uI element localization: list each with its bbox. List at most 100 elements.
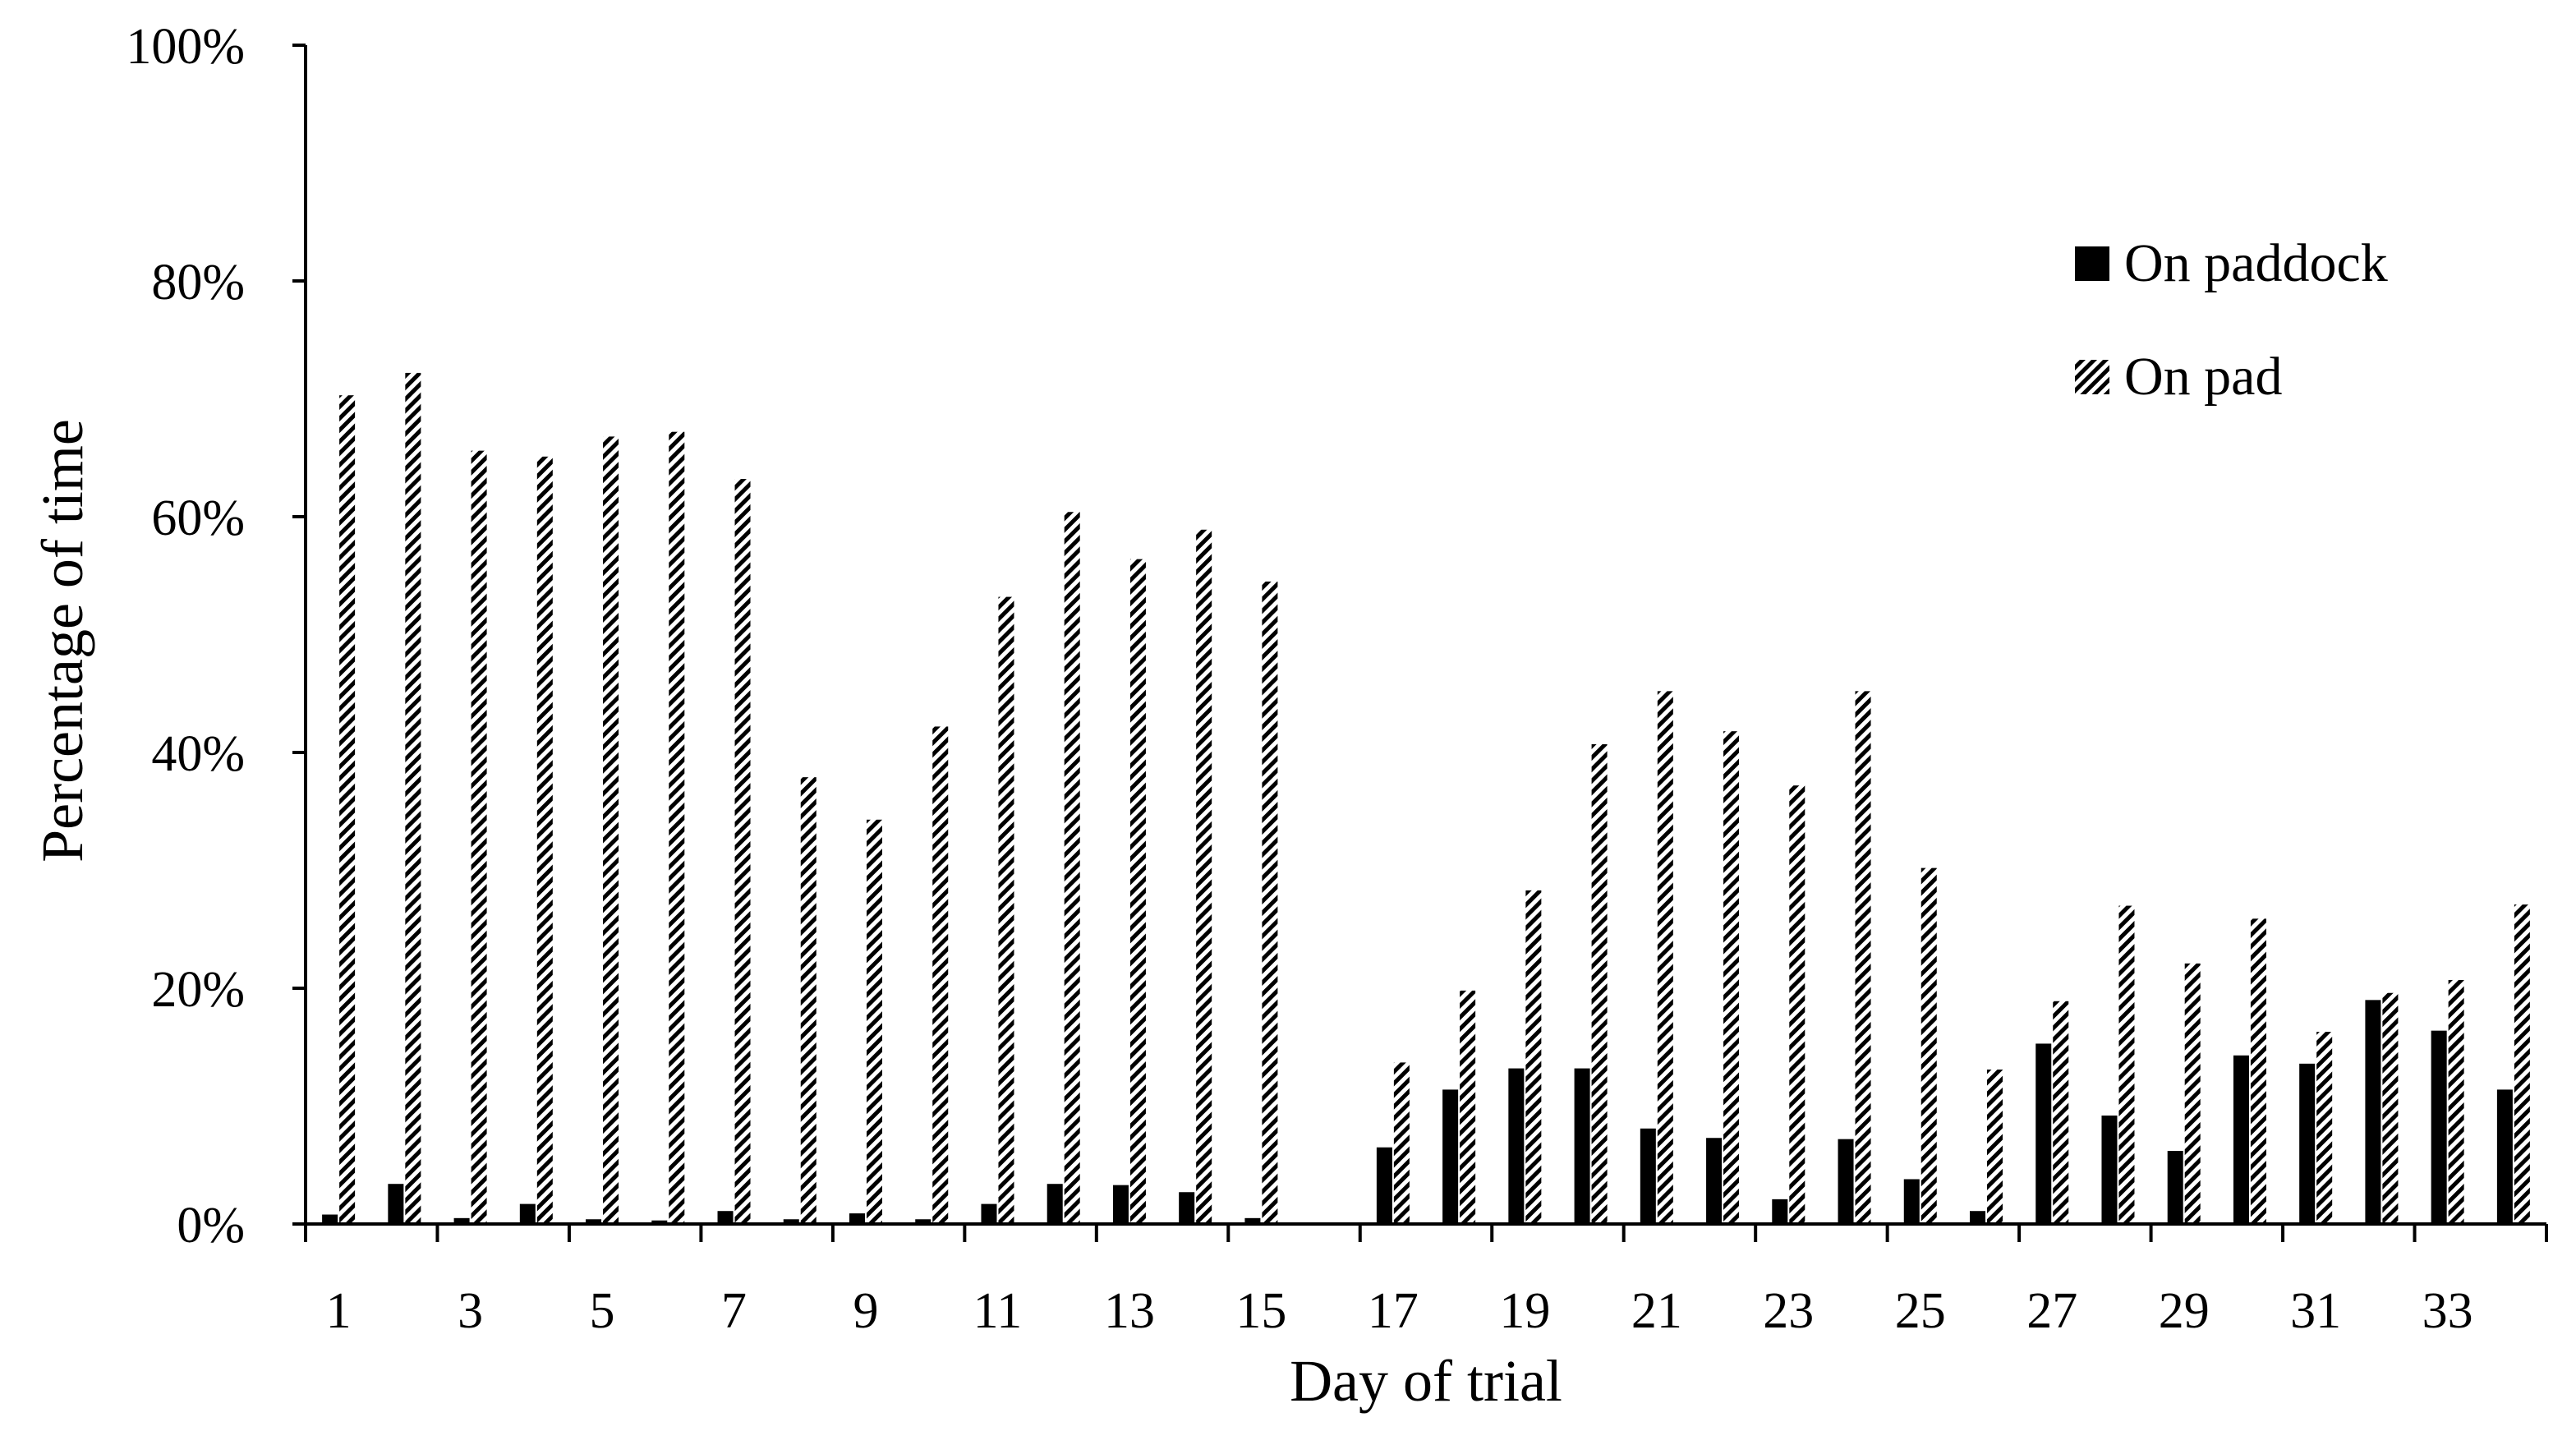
bar-on-paddock-day-7 (717, 1211, 734, 1224)
x-tick-label: 1 (326, 1283, 352, 1339)
bar-on-paddock-day-15 (1244, 1217, 1261, 1224)
bar-on-pad-day-15 (1262, 581, 1278, 1224)
y-axis-title: Percentage of time (30, 419, 95, 863)
bar-on-pad-day-3 (471, 450, 487, 1224)
x-tick-label: 11 (973, 1283, 1023, 1339)
bar-on-paddock-day-17 (1376, 1147, 1392, 1224)
bar-on-pad-day-24 (1855, 691, 1871, 1224)
x-tick-label: 17 (1368, 1283, 1419, 1339)
y-tick-label: 60% (151, 490, 245, 546)
bar-on-pad-day-6 (669, 431, 685, 1224)
legend: On paddock On pad (2075, 233, 2388, 407)
x-tick-label: 21 (1631, 1283, 1682, 1339)
bar-on-pad-day-7 (734, 479, 751, 1224)
legend-label-on-paddock: On paddock (2124, 233, 2388, 293)
bar-on-paddock-day-28 (2101, 1115, 2118, 1224)
bar-on-paddock-day-4 (519, 1203, 536, 1224)
bar-on-pad-day-9 (867, 819, 882, 1224)
bar-on-paddock-day-31 (2299, 1063, 2316, 1224)
legend-label-on-pad: On pad (2124, 347, 2282, 407)
bar-on-paddock-day-27 (2036, 1043, 2052, 1224)
bar-on-pad-day-31 (2316, 1032, 2333, 1224)
x-tick-label: 7 (721, 1283, 747, 1339)
bar-on-pad-day-18 (1460, 990, 1476, 1224)
bar-on-pad-day-32 (2382, 992, 2399, 1224)
bar-on-paddock-day-3 (453, 1217, 470, 1224)
bar-on-pad-day-4 (536, 456, 553, 1224)
bar-on-paddock-day-19 (1508, 1068, 1525, 1224)
bar-on-paddock-day-1 (322, 1214, 338, 1224)
bar-on-paddock-day-29 (2167, 1151, 2183, 1224)
bar-on-pad-day-8 (800, 777, 816, 1224)
y-axis-ticks: 0% 20% 40% 60% 80% 100% (126, 19, 306, 1254)
bar-on-paddock-day-18 (1442, 1089, 1459, 1224)
bar-on-paddock-day-13 (1112, 1185, 1129, 1224)
bar-on-paddock-day-14 (1179, 1192, 1195, 1224)
bar-on-pad-day-33 (2448, 979, 2464, 1224)
legend-swatch-on-pad (2075, 360, 2109, 394)
x-tick-label: 23 (1763, 1283, 1814, 1339)
bar-on-pad-day-34 (2514, 904, 2530, 1224)
bar-on-paddock-day-23 (1772, 1199, 1788, 1224)
bar-on-pad-day-1 (339, 395, 356, 1224)
x-axis-title: Day of trial (1290, 1348, 1562, 1414)
legend-swatch-on-paddock (2075, 246, 2109, 281)
bar-on-pad-day-27 (2053, 1001, 2069, 1224)
bar-on-pad-day-10 (932, 726, 949, 1224)
bar-on-pad-day-2 (405, 372, 421, 1225)
bar-on-pad-day-17 (1393, 1062, 1410, 1224)
bar-on-paddock-day-30 (2233, 1055, 2249, 1224)
bar-on-pad-day-14 (1196, 529, 1212, 1224)
bar-on-paddock-day-21 (1640, 1128, 1656, 1224)
bar-on-paddock-day-33 (2431, 1030, 2447, 1224)
bar-on-pad-day-11 (998, 596, 1014, 1224)
bar-on-pad-day-13 (1129, 559, 1146, 1224)
x-tick-label: 29 (2159, 1283, 2210, 1339)
x-tick-label: 33 (2422, 1283, 2473, 1339)
bar-on-paddock-day-20 (1574, 1068, 1590, 1224)
x-tick-label: 19 (1499, 1283, 1550, 1339)
bar-on-paddock-day-10 (915, 1219, 932, 1224)
bar-on-pad-day-25 (1920, 867, 1937, 1224)
bar-on-pad-day-23 (1789, 785, 1806, 1224)
bar-on-paddock-day-24 (1838, 1139, 1854, 1224)
y-tick-label: 100% (126, 19, 245, 75)
x-tick-label: 27 (2026, 1283, 2077, 1339)
bar-on-pad-day-26 (1987, 1070, 2003, 1224)
bar-on-pad-day-29 (2184, 963, 2201, 1224)
x-tick-label: 15 (1235, 1283, 1286, 1339)
x-tick-label: 3 (458, 1283, 483, 1339)
bar-on-paddock-day-12 (1046, 1184, 1063, 1224)
bar-on-paddock-day-26 (1970, 1211, 1985, 1224)
bar-on-pad-day-5 (603, 436, 619, 1224)
x-axis-ticks: 1 3 5 7 9 11 13 15 17 19 21 23 25 27 29 31 33 (304, 1224, 2548, 1339)
bar-on-paddock-day-11 (981, 1203, 997, 1224)
bar-on-paddock-day-9 (849, 1213, 865, 1224)
bar-on-pad-day-19 (1525, 890, 1542, 1224)
x-tick-label: 31 (2290, 1283, 2341, 1339)
bar-on-paddock-day-22 (1706, 1138, 1723, 1224)
bar-on-paddock-day-34 (2496, 1089, 2513, 1224)
y-tick-label: 20% (151, 962, 245, 1018)
x-tick-label: 25 (1895, 1283, 1946, 1339)
bar-on-pad-day-12 (1064, 512, 1080, 1224)
y-tick-label: 80% (151, 255, 245, 311)
bar-on-paddock-day-2 (388, 1184, 404, 1224)
bar-on-pad-day-28 (2118, 905, 2135, 1224)
bar-on-paddock-day-5 (586, 1219, 602, 1224)
bar-on-paddock-day-25 (1903, 1179, 1920, 1224)
bar-on-paddock-day-8 (783, 1219, 799, 1224)
bar-on-pad-day-21 (1657, 691, 1673, 1224)
x-tick-label: 13 (1104, 1283, 1155, 1339)
bar-on-pad-day-20 (1591, 743, 1608, 1224)
y-tick-label: 40% (151, 726, 245, 782)
x-tick-label: 5 (590, 1283, 615, 1339)
bar-on-pad-day-22 (1723, 731, 1740, 1224)
y-tick-label: 0% (177, 1198, 245, 1254)
bar-on-pad-day-30 (2250, 918, 2266, 1224)
bar-on-paddock-day-32 (2365, 1000, 2381, 1224)
x-tick-label: 9 (853, 1283, 879, 1339)
bar-on-paddock-day-6 (651, 1220, 668, 1224)
bars-group (322, 372, 2530, 1225)
